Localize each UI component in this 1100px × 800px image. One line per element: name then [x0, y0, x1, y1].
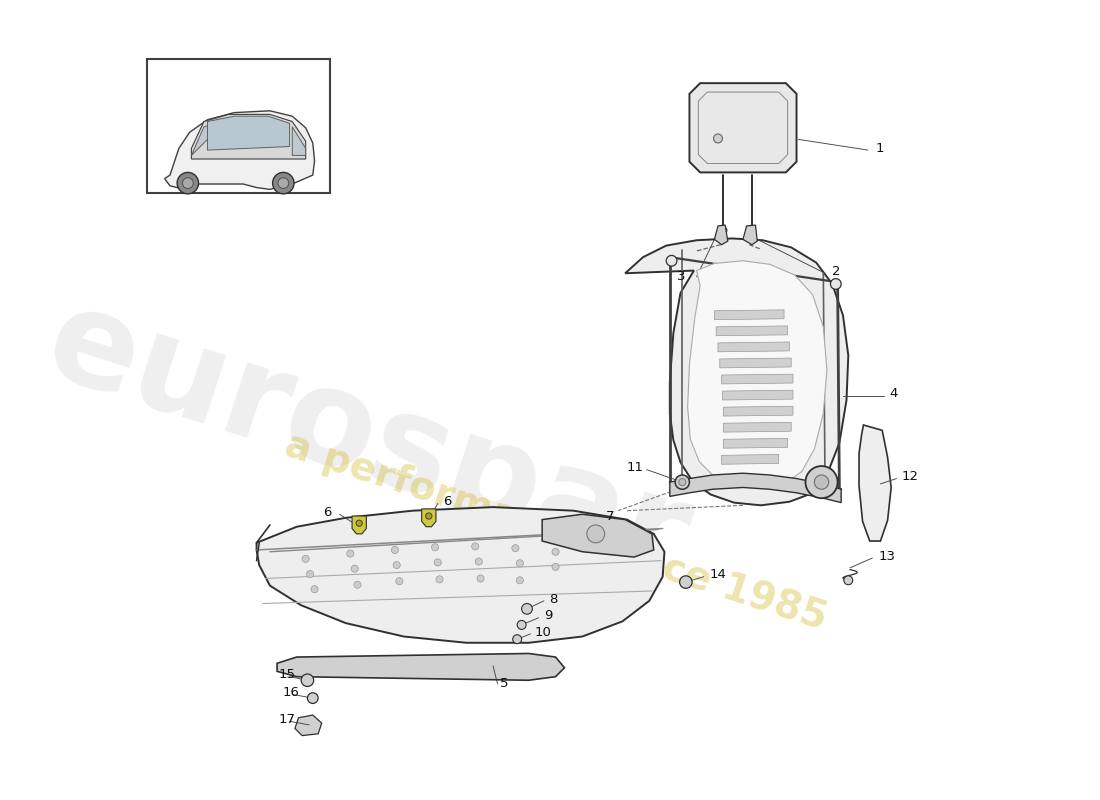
Circle shape [830, 278, 842, 290]
Circle shape [346, 550, 354, 557]
Circle shape [434, 559, 441, 566]
Circle shape [552, 548, 559, 555]
Circle shape [516, 577, 524, 584]
Circle shape [278, 178, 288, 189]
Text: 10: 10 [535, 626, 551, 638]
Circle shape [307, 570, 314, 578]
Polygon shape [716, 326, 788, 336]
Circle shape [302, 555, 309, 562]
Circle shape [512, 545, 519, 552]
Polygon shape [421, 509, 436, 526]
Circle shape [521, 603, 532, 614]
Circle shape [516, 560, 524, 567]
Circle shape [719, 227, 727, 234]
Polygon shape [277, 654, 564, 680]
Polygon shape [295, 715, 321, 735]
Polygon shape [722, 454, 779, 464]
Circle shape [436, 576, 443, 583]
Polygon shape [352, 516, 366, 534]
Text: 6: 6 [323, 506, 332, 519]
Circle shape [814, 475, 828, 490]
Circle shape [679, 478, 686, 486]
Circle shape [431, 544, 439, 551]
Polygon shape [724, 438, 788, 448]
Polygon shape [742, 225, 757, 245]
Circle shape [844, 576, 852, 585]
Circle shape [183, 178, 194, 189]
Circle shape [477, 575, 484, 582]
Circle shape [396, 578, 403, 585]
Circle shape [392, 546, 398, 554]
Circle shape [805, 466, 837, 498]
Text: 14: 14 [710, 569, 726, 582]
Circle shape [513, 634, 521, 644]
Text: 17: 17 [279, 713, 296, 726]
Circle shape [714, 134, 723, 143]
Text: eurospar: eurospar [32, 277, 705, 603]
Circle shape [748, 227, 756, 234]
Polygon shape [718, 342, 790, 352]
Polygon shape [723, 390, 793, 400]
Polygon shape [714, 310, 784, 320]
Text: 12: 12 [902, 470, 918, 483]
Circle shape [354, 581, 361, 588]
Text: 15: 15 [279, 669, 296, 682]
Polygon shape [724, 406, 793, 416]
Circle shape [475, 558, 483, 565]
Circle shape [426, 513, 432, 519]
Text: 4: 4 [890, 387, 898, 400]
Text: 6: 6 [443, 495, 451, 508]
Polygon shape [208, 116, 289, 150]
Polygon shape [688, 261, 827, 487]
Circle shape [472, 543, 478, 550]
Circle shape [273, 173, 294, 194]
Text: 3: 3 [676, 270, 685, 283]
Circle shape [517, 621, 526, 630]
Text: 7: 7 [605, 510, 614, 523]
Circle shape [351, 565, 359, 572]
Circle shape [586, 525, 605, 543]
Text: 9: 9 [544, 610, 552, 622]
Circle shape [301, 674, 314, 686]
Polygon shape [690, 83, 796, 173]
Polygon shape [719, 358, 791, 368]
Polygon shape [625, 238, 848, 506]
Circle shape [675, 475, 690, 490]
Polygon shape [722, 374, 793, 384]
Circle shape [552, 563, 559, 570]
Polygon shape [293, 127, 306, 155]
Circle shape [680, 576, 692, 588]
Text: 1: 1 [876, 142, 883, 155]
Circle shape [307, 693, 318, 703]
Circle shape [177, 173, 198, 194]
Polygon shape [191, 120, 227, 155]
Text: 11: 11 [627, 462, 644, 474]
Text: 16: 16 [283, 686, 299, 699]
Circle shape [667, 255, 676, 266]
Circle shape [356, 520, 362, 526]
Polygon shape [165, 111, 315, 190]
Bar [146, 59, 330, 193]
Polygon shape [724, 422, 791, 432]
Polygon shape [670, 473, 842, 502]
Polygon shape [859, 425, 891, 541]
Text: 13: 13 [879, 550, 895, 562]
Text: 5: 5 [500, 678, 508, 690]
Polygon shape [256, 507, 664, 642]
Circle shape [311, 586, 318, 593]
Text: 2: 2 [833, 265, 840, 278]
Polygon shape [191, 114, 306, 159]
Polygon shape [714, 225, 728, 245]
Text: a performance since 1985: a performance since 1985 [279, 426, 832, 638]
Polygon shape [542, 514, 653, 557]
Text: 8: 8 [549, 593, 558, 606]
Circle shape [393, 562, 400, 569]
